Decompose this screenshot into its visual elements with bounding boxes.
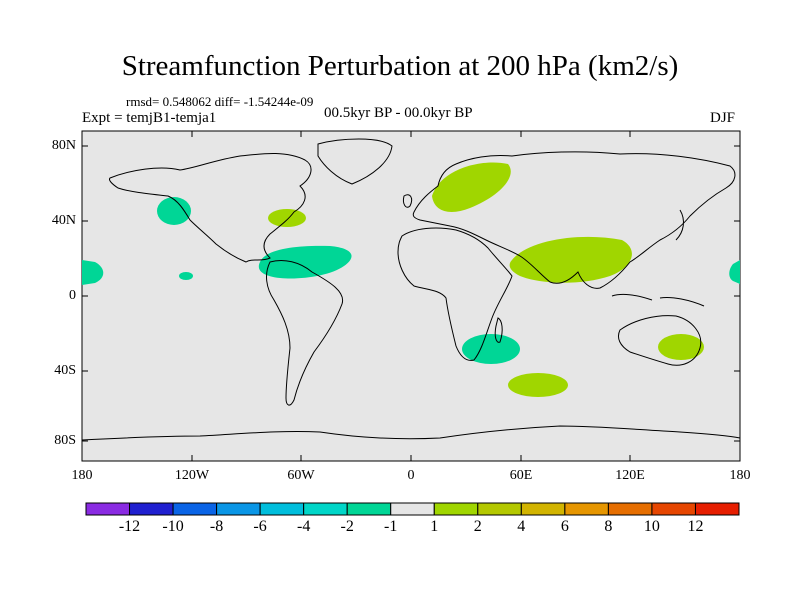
colorbar-box: [564, 502, 609, 516]
coast-eurasia: [412, 151, 736, 289]
map-frame: [81, 130, 741, 462]
colorbar-box: [216, 502, 261, 516]
anomaly-scandinavia: [432, 162, 511, 212]
coast-japan: [675, 209, 684, 241]
colorbar-box: [172, 502, 218, 516]
coast-madagascar: [494, 317, 503, 343]
colorbar-box: [607, 502, 653, 516]
colorbar-label: 12: [687, 518, 704, 535]
colorbar-box: [129, 502, 174, 516]
lon-tick-0: 0: [407, 468, 415, 483]
coast-indonesia: [611, 293, 705, 307]
period-label: 00.5kyr BP - 00.0kyr BP: [324, 105, 473, 121]
coast-antarctica: [81, 425, 741, 441]
coast-uk: [403, 194, 413, 208]
colorbar-box: [694, 502, 740, 516]
colorbar: [85, 502, 740, 516]
lon-tick-60w: 60W: [287, 468, 315, 483]
lat-tick-40s: 40S: [54, 363, 76, 378]
colorbar-box: [520, 502, 566, 516]
colorbar-label: 10: [643, 518, 660, 535]
season-label: DJF: [710, 110, 736, 126]
anomaly-north-atlantic: [268, 209, 306, 227]
colorbar-label: -8: [209, 518, 224, 535]
colorbar-label: 1: [430, 518, 439, 535]
colorbar-label: -12: [118, 518, 141, 535]
anomaly-south-africa: [462, 334, 520, 364]
anomaly-tropical-atlantic: [258, 245, 352, 279]
anomaly-north-pacific: [157, 197, 191, 225]
colorbar-box: [433, 502, 479, 516]
colorbar-box: [85, 502, 131, 516]
lat-tick-40n: 40N: [51, 213, 76, 228]
coast-greenland: [317, 138, 393, 185]
anomaly-east-edge: [729, 260, 740, 284]
coast-south-america: [266, 259, 344, 406]
experiment-label: Expt = temjB1-temja1: [82, 110, 217, 126]
colorbar-box: [651, 502, 696, 516]
lon-tick-120w: 120W: [174, 468, 210, 483]
map-ticks: [81, 131, 741, 461]
colorbar-box: [259, 502, 305, 516]
colorbar-label: -10: [162, 518, 184, 535]
lon-tick-180w: 180: [71, 468, 93, 483]
coast-north-america: [109, 153, 312, 263]
lat-tick-80s: 80S: [54, 433, 76, 448]
anomaly-small-pacific: [179, 272, 193, 280]
colorbar-label: -1: [384, 518, 398, 535]
positive-anomaly-regions: [268, 162, 704, 397]
colorbar-box: [346, 502, 392, 516]
coast-australia: [617, 315, 702, 366]
anomaly-south-asia: [509, 236, 632, 283]
anomaly-australia: [658, 334, 704, 360]
colorbar-label: 8: [604, 518, 613, 535]
colorbar-box: [477, 502, 522, 516]
anomaly-southern-indian-ocean: [508, 373, 568, 397]
lon-tick-180e: 180: [729, 468, 751, 483]
colorbar-label: -6: [253, 518, 267, 535]
lat-tick-80n: 80N: [51, 138, 76, 153]
coast-africa: [397, 227, 513, 361]
colorbar-box: [390, 502, 435, 516]
colorbar-label: -2: [340, 518, 354, 535]
colorbar-box: [303, 502, 348, 516]
colorbar-label: 4: [517, 518, 526, 535]
colorbar-label: 2: [473, 518, 482, 535]
lat-tick-0: 0: [69, 288, 76, 303]
coastlines: [81, 138, 741, 441]
colorbar-label: -4: [297, 518, 311, 535]
rmsd-diff-stats: rmsd= 0.548062 diff= -1.54244e-09: [126, 94, 314, 109]
negative-anomaly-regions: [82, 197, 740, 364]
plot-title: Streamfunction Perturbation at 200 hPa (…: [121, 50, 679, 82]
lon-tick-120e: 120E: [615, 468, 645, 483]
colorbar-label: 6: [560, 518, 569, 535]
lon-tick-60e: 60E: [509, 468, 533, 483]
anomaly-west-edge: [82, 260, 104, 285]
